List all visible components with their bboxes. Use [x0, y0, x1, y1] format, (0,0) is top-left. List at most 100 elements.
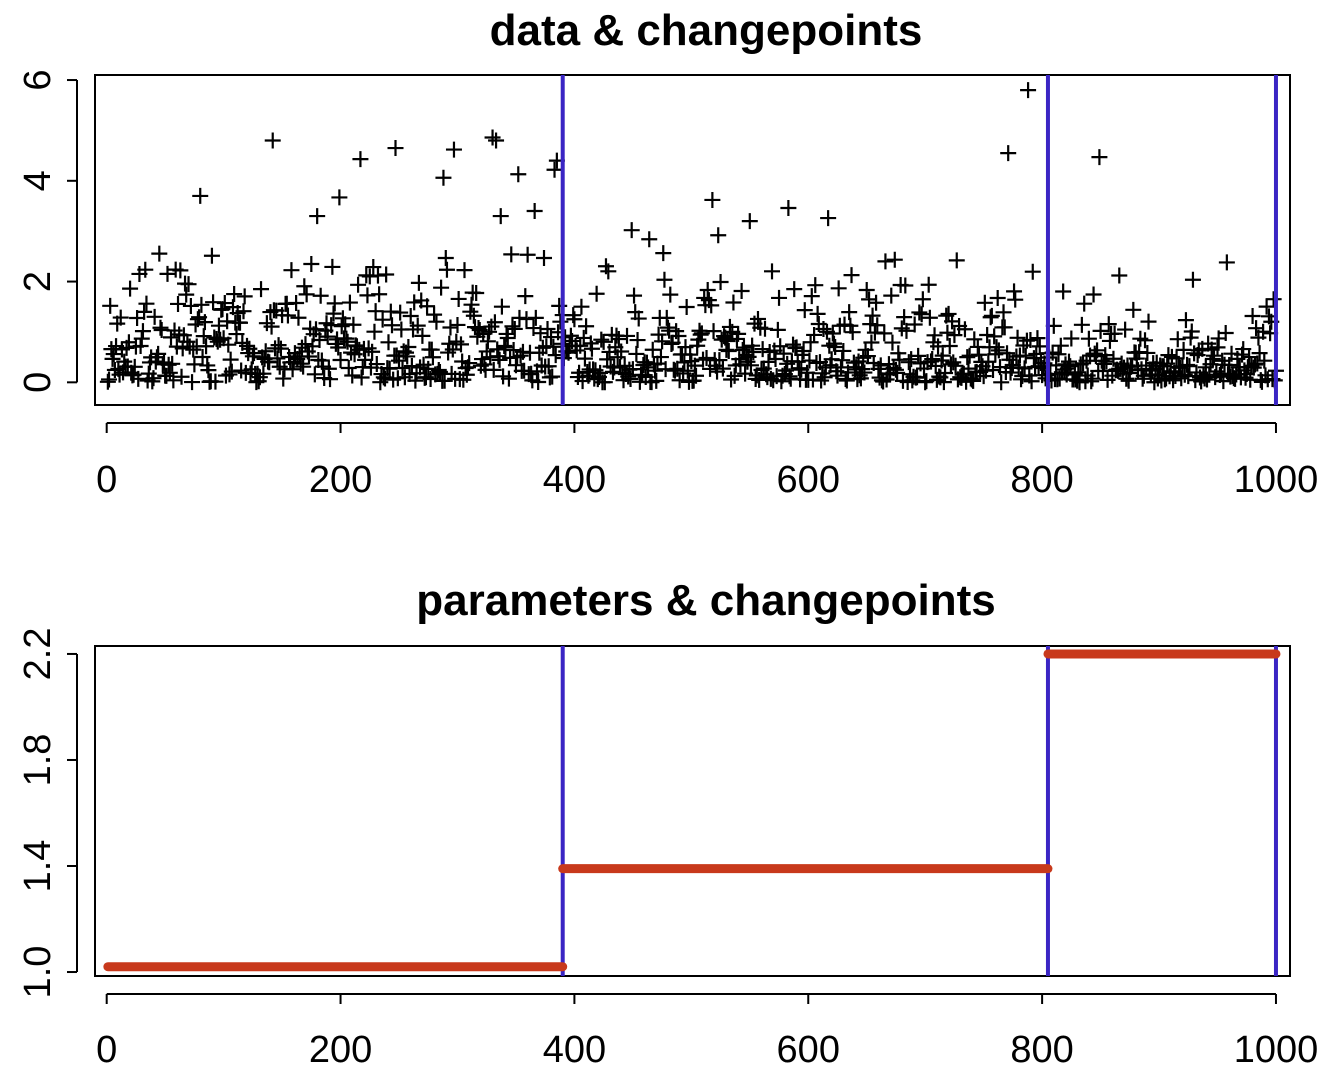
y-tick-label: 1.4: [17, 840, 59, 893]
data-point: [624, 361, 641, 378]
data-point: [1256, 352, 1273, 369]
data-point: [1128, 350, 1145, 367]
data-point: [1139, 344, 1156, 361]
data-point: [691, 322, 708, 339]
data-point: [877, 253, 894, 270]
data-point: [868, 294, 885, 311]
data-point: [976, 294, 993, 311]
data-point: [692, 326, 709, 343]
data-point: [1257, 367, 1274, 384]
data-point: [737, 365, 754, 382]
data-point: [180, 276, 197, 293]
parameters-changepoints-panel: parameters & changepoints 0 200 400 600 800 1…: [17, 576, 1318, 1071]
data-point: [235, 303, 252, 320]
y-tick-label: 2: [17, 271, 59, 292]
data-point: [913, 306, 930, 323]
data-point: [194, 349, 211, 366]
data-point: [493, 298, 510, 315]
data-point: [159, 265, 176, 282]
data-point: [872, 357, 889, 374]
data-point: [1218, 254, 1235, 271]
data-point: [312, 287, 329, 304]
data-point: [1183, 323, 1200, 340]
data-point: [576, 350, 593, 367]
data-point: [937, 364, 954, 381]
data-point: [843, 267, 860, 284]
data-point: [655, 245, 672, 262]
data-point: [419, 298, 436, 315]
data-point: [726, 367, 743, 384]
data-point: [816, 369, 833, 386]
data-point: [1096, 355, 1113, 372]
data-point: [122, 280, 139, 297]
data-point: [1075, 355, 1092, 372]
data-point: [360, 340, 377, 357]
data-point: [652, 349, 669, 366]
data-point: [662, 286, 679, 303]
data-point: [911, 304, 928, 321]
data-point: [711, 352, 728, 369]
data-point: [263, 318, 280, 335]
data-point: [573, 298, 590, 315]
data-point: [134, 323, 151, 340]
data-point: [1206, 347, 1222, 364]
data-point: [1265, 291, 1282, 308]
data-point: [1176, 366, 1193, 383]
data-point: [459, 359, 476, 376]
data-point: [806, 326, 823, 343]
data-point: [803, 288, 820, 305]
data-point: [400, 338, 417, 355]
data-point: [871, 369, 888, 386]
data-point: [566, 311, 583, 328]
data-point: [764, 263, 781, 280]
data-point: [610, 330, 627, 347]
x-tick-label: 0: [96, 459, 117, 501]
data-point: [551, 297, 568, 314]
data-point: [387, 140, 404, 157]
data-point: [1175, 341, 1192, 358]
data-point: [1177, 312, 1194, 329]
data-point: [450, 290, 467, 307]
data-point: [479, 333, 496, 350]
data-point: [182, 297, 199, 314]
data-point: [506, 320, 523, 337]
data-point: [1258, 298, 1275, 315]
data-point: [283, 262, 300, 279]
data-point: [492, 208, 509, 225]
data-point: [144, 373, 161, 390]
data-point: [985, 362, 1001, 379]
data-point: [725, 294, 742, 311]
data-point: [161, 364, 178, 381]
data-point: [928, 371, 945, 388]
data-point: [650, 326, 667, 343]
data-point: [840, 364, 857, 381]
data-point: [815, 320, 832, 337]
chart-title: data & changepoints: [490, 6, 923, 55]
data-point: [435, 169, 452, 186]
data-point: [838, 372, 855, 389]
data-point: [941, 337, 958, 354]
data-point: [165, 372, 182, 389]
data-point: [288, 294, 305, 311]
data-point: [519, 246, 536, 263]
data-point: [771, 289, 788, 306]
data-point: [647, 362, 664, 379]
data-point: [133, 330, 150, 347]
data-point: [886, 251, 903, 268]
data-point: [431, 364, 448, 381]
data-point: [325, 305, 342, 322]
data-point: [544, 368, 561, 385]
data-point: [203, 247, 220, 264]
data-point: [348, 338, 365, 355]
data-point: [236, 288, 253, 305]
data-point: [1089, 342, 1106, 359]
data-point: [813, 372, 830, 389]
data-point: [406, 294, 423, 311]
data-point: [906, 316, 923, 333]
data-point: [1140, 313, 1157, 330]
data-point: [185, 341, 202, 358]
data-point: [1217, 324, 1234, 341]
data-point: [830, 280, 847, 297]
data-point: [738, 346, 755, 363]
data-point: [1111, 267, 1128, 284]
